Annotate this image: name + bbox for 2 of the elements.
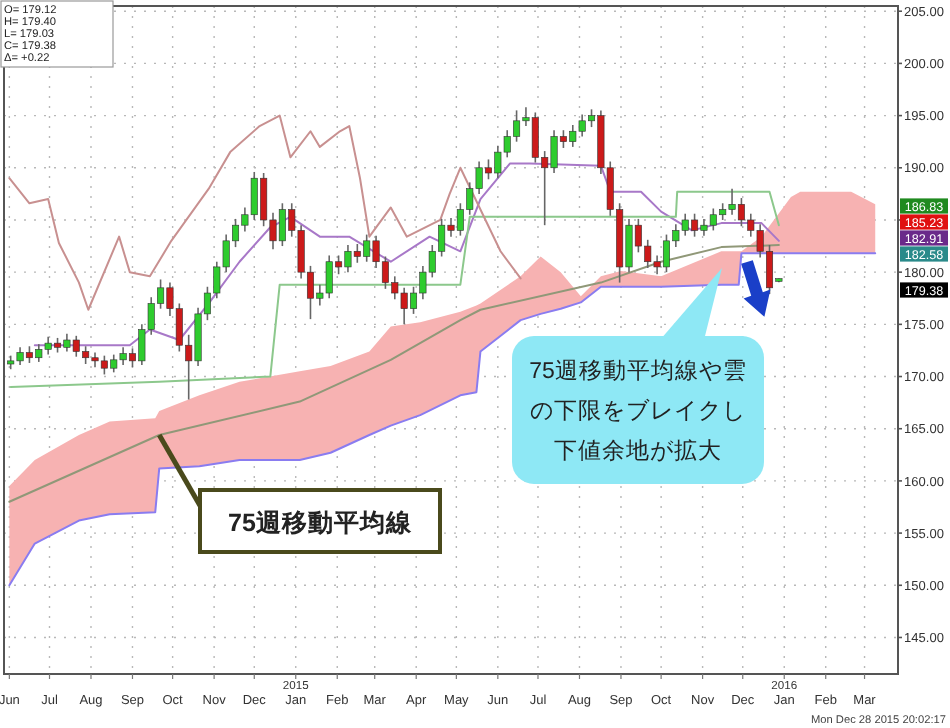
annotation: 75週移動平均線 xyxy=(228,509,414,537)
annotation: 75週移動平均線や雲の下限をブレイクし下値余地が拡大 xyxy=(529,358,747,464)
